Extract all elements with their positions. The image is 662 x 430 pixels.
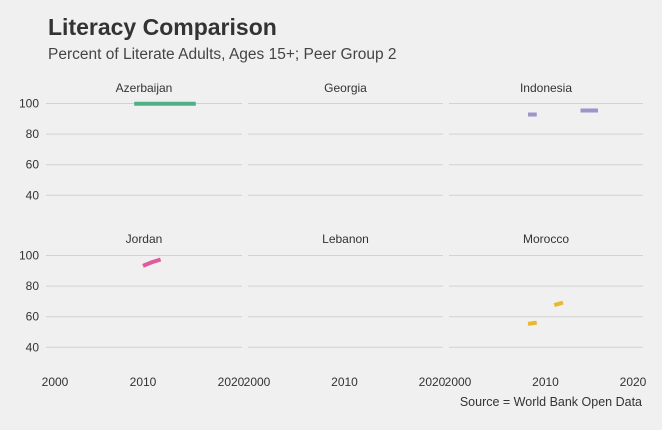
x-tick-label-2020: 2020	[620, 375, 647, 389]
x-tick-label-2000: 2000	[445, 375, 472, 389]
y-tick-label-40: 40	[26, 188, 40, 202]
y-tick-label-60: 60	[26, 310, 40, 324]
facet-label-georgia: Georgia	[324, 81, 367, 95]
facet-label-azerbaijan: Azerbaijan	[116, 81, 173, 95]
x-tick-label-2010: 2010	[331, 375, 358, 389]
x-tick-label-2000: 2000	[244, 375, 271, 389]
y-tick-label-80: 80	[26, 127, 40, 141]
x-tick-label-2020: 2020	[419, 375, 446, 389]
series-line-morocco-2	[553, 300, 564, 307]
facet-label-lebanon: Lebanon	[322, 232, 369, 246]
y-tick-label-80: 80	[26, 279, 40, 293]
x-tick-label-2010: 2010	[130, 375, 157, 389]
y-tick-label-60: 60	[26, 158, 40, 172]
facet-label-morocco: Morocco	[523, 232, 569, 246]
chart-subtitle: Percent of Literate Adults, Ages 15+; Pe…	[48, 46, 397, 63]
x-tick-label-2000: 2000	[42, 375, 69, 389]
facet-label-jordan: Jordan	[126, 232, 163, 246]
chart-title: Literacy Comparison	[48, 14, 277, 40]
facet-label-indonesia: Indonesia	[520, 81, 572, 95]
y-tick-label-100: 100	[19, 249, 39, 263]
series-line-morocco-1	[527, 320, 538, 326]
x-tick-label-2020: 2020	[218, 375, 245, 389]
series-line-jordan-1	[142, 257, 162, 268]
x-tick-label-2010: 2010	[532, 375, 559, 389]
y-tick-label-100: 100	[19, 97, 39, 111]
chart-caption: Source = World Bank Open Data	[459, 395, 642, 409]
y-tick-label-40: 40	[26, 340, 40, 354]
